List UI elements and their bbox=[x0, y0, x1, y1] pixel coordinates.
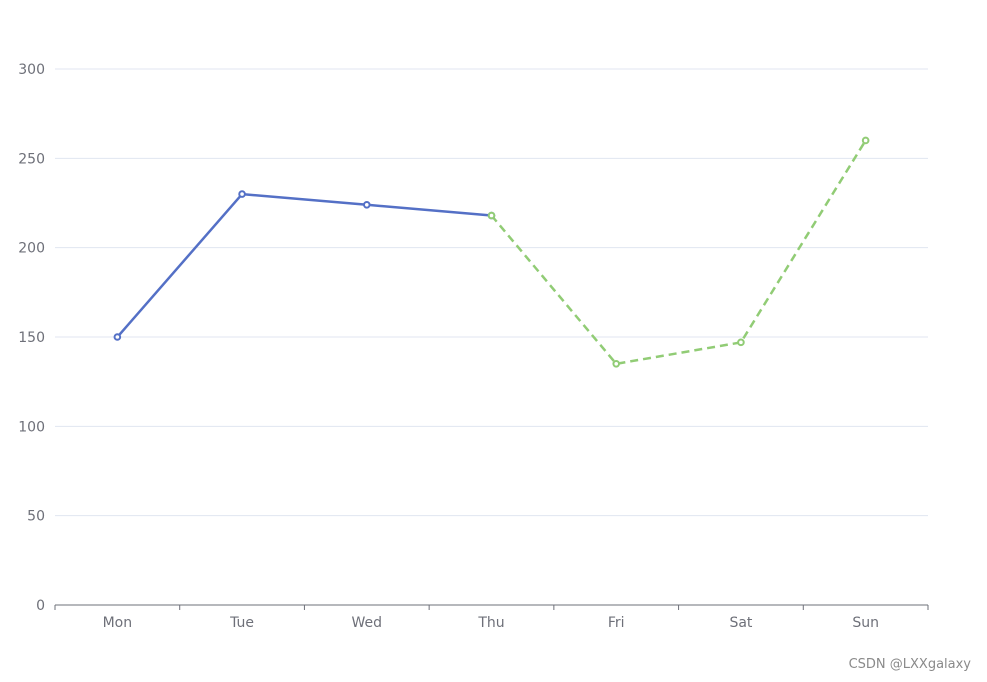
x-axis bbox=[54, 604, 929, 610]
y-tick-label: 0 bbox=[36, 598, 45, 614]
data-point[interactable] bbox=[113, 333, 122, 341]
y-axis-labels: 0 50 100 150 200 250 300 bbox=[18, 62, 45, 614]
x-tick-label: Sun bbox=[852, 615, 879, 631]
x-tick-label: Fri bbox=[608, 615, 625, 631]
x-tick-label: Tue bbox=[229, 615, 254, 631]
series-line bbox=[116, 192, 492, 338]
y-tick-label: 200 bbox=[18, 241, 45, 257]
x-tick-label: Mon bbox=[103, 615, 133, 631]
x-tick-label: Thu bbox=[477, 615, 504, 631]
grid-lines bbox=[55, 68, 928, 517]
watermark: CSDN @LXXgalaxy bbox=[848, 657, 971, 672]
y-tick-label: 250 bbox=[18, 151, 45, 167]
series bbox=[113, 136, 870, 368]
data-point[interactable] bbox=[362, 200, 371, 209]
x-tick-label: Wed bbox=[352, 615, 383, 631]
series-line bbox=[490, 139, 867, 366]
data-point[interactable] bbox=[238, 190, 246, 198]
x-tick-label: Sat bbox=[729, 615, 752, 631]
data-point[interactable] bbox=[737, 338, 745, 347]
y-tick-label: 50 bbox=[27, 509, 45, 525]
y-tick-label: 300 bbox=[18, 62, 45, 78]
data-point[interactable] bbox=[487, 211, 496, 220]
y-tick-label: 100 bbox=[18, 419, 45, 435]
data-point[interactable] bbox=[612, 360, 621, 368]
y-tick-label: 150 bbox=[18, 330, 45, 346]
data-point[interactable] bbox=[861, 136, 870, 145]
x-axis-labels: Mon Tue Wed Thu Fri Sat Sun bbox=[103, 615, 879, 631]
